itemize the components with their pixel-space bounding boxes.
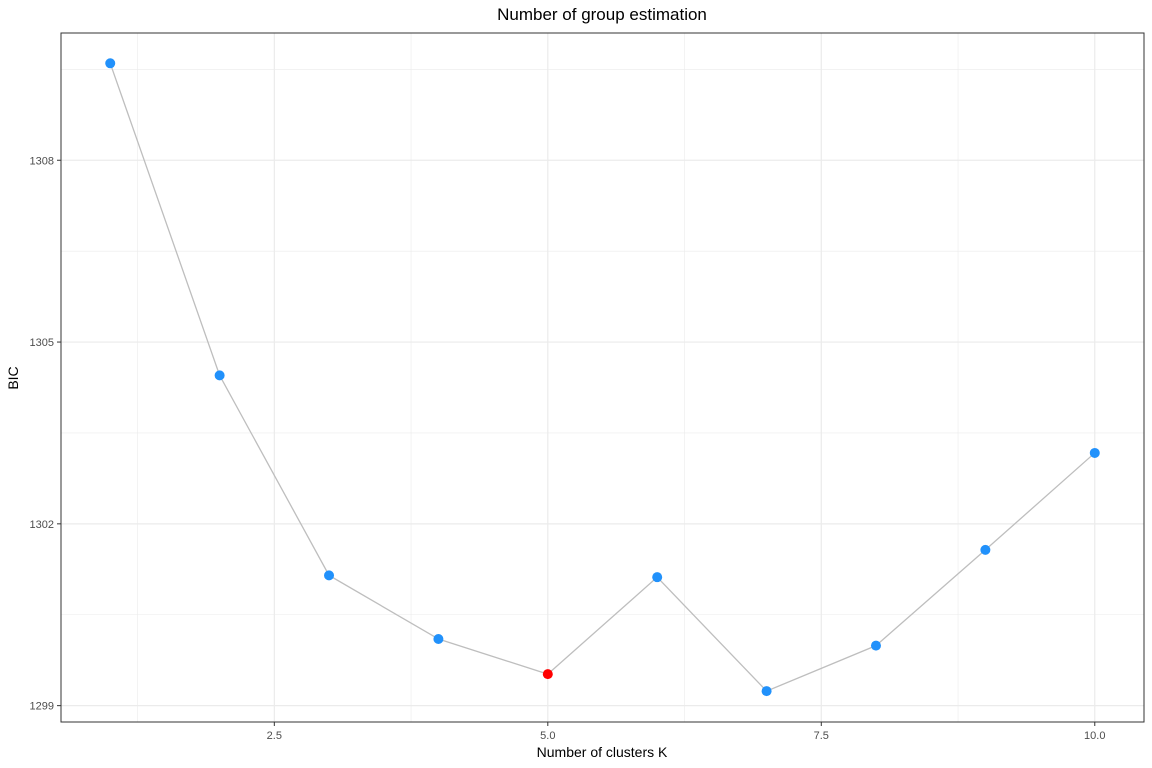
- y-tick-label: 1302: [30, 519, 54, 531]
- y-tick-label: 1299: [30, 701, 54, 713]
- x-axis-title: Number of clusters K: [537, 744, 668, 760]
- data-point: [980, 544, 991, 555]
- highlight-point: [542, 669, 553, 680]
- x-tick-label: 2.5: [267, 730, 282, 742]
- data-point: [761, 686, 772, 697]
- data-point: [324, 570, 335, 581]
- data-point: [214, 370, 225, 381]
- y-axis-title: BIC: [5, 366, 21, 389]
- y-tick-label: 1308: [30, 155, 54, 167]
- data-point: [870, 640, 881, 651]
- data-point: [652, 572, 663, 583]
- y-axis: 1299 1302 1305 1308: [30, 155, 61, 713]
- y-tick-label: 1305: [30, 337, 54, 349]
- data-point: [105, 58, 116, 69]
- grid: [61, 33, 1144, 722]
- panel-border: [60, 32, 1145, 723]
- data-points: [105, 58, 1100, 697]
- x-axis: 2.5 5.0 7.5 10.0: [267, 722, 1105, 742]
- series-line: [109, 63, 1096, 692]
- x-tick-label: 7.5: [814, 730, 829, 742]
- chart-title: Number of group estimation: [497, 5, 707, 24]
- series-polyline: [109, 63, 1096, 692]
- data-point: [1089, 447, 1100, 458]
- x-tick-label: 5.0: [540, 730, 555, 742]
- x-tick-label: 10.0: [1084, 730, 1105, 742]
- data-point: [433, 633, 444, 644]
